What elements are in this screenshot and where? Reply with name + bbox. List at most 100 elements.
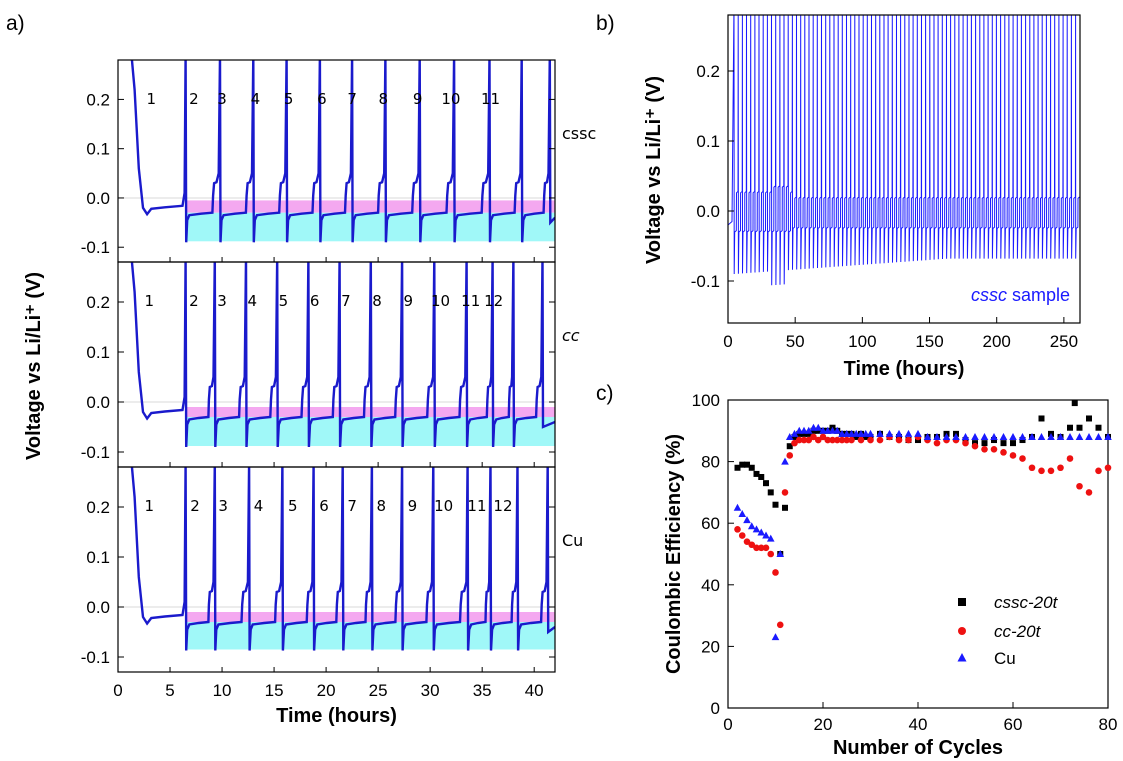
marker-cc-20t <box>962 439 969 447</box>
ytick-label-a-middle: 0.2 <box>86 293 110 312</box>
marker-cc-20t <box>814 436 822 444</box>
marker-cc-20t <box>1057 464 1064 472</box>
sample-label-a-bottom: Cu <box>562 531 583 550</box>
cycle-label-a-middle: 4 <box>247 292 257 310</box>
marker-cssc-20t <box>786 443 793 450</box>
panel-b: 0.2 0.1 0.0 -0.1 0 50 100 150 200 250 Time (hours)… <box>643 14 1081 380</box>
ytick-label-b: 0.1 <box>696 132 720 151</box>
marker-Cu <box>1018 432 1027 440</box>
marker-Cu <box>762 531 770 539</box>
marker-Cu <box>885 429 894 437</box>
marker-cssc-20t <box>782 504 788 511</box>
cycle-label-a-bottom: 4 <box>254 497 264 515</box>
marker-cc-20t <box>805 436 813 444</box>
marker-Cu <box>914 429 922 437</box>
cycle-label-a-middle: 2 <box>189 292 199 310</box>
marker-Cu <box>1047 432 1055 440</box>
marker-Cu <box>952 432 960 440</box>
overpotential-band-a-bottom <box>185 622 555 650</box>
cycle-label-a-top: 3 <box>217 90 227 108</box>
marker-Cu <box>790 429 799 437</box>
xtick-label-b: 200 <box>983 332 1011 351</box>
marker-cc-20t <box>876 436 884 444</box>
marker-Cu <box>990 432 998 440</box>
annotation-b-sample: cssc <box>971 285 1007 305</box>
marker-Cu <box>752 525 761 533</box>
xtick-label-c: 80 <box>1099 715 1118 734</box>
ytick-label-a-bottom: 0.0 <box>86 598 110 617</box>
cycle-label-a-top: 2 <box>189 90 199 108</box>
voltage-curve-b <box>728 15 1080 286</box>
marker-Cu <box>866 429 875 437</box>
marker-cssc-20t <box>758 474 765 480</box>
cycle-label-a-middle: 1 <box>144 292 154 310</box>
marker-cc-20t <box>762 544 770 552</box>
ylabel-b: Voltage vs Li/Li⁺ (V) <box>643 76 665 264</box>
xtick-label-a: 20 <box>317 681 336 700</box>
xtick-label-a: 10 <box>213 681 232 700</box>
ytick-label-a-top: 0.1 <box>86 140 110 159</box>
marker-Cu <box>1066 432 1074 440</box>
cycle-label-a-bottom: 11 <box>467 497 486 515</box>
marker-cssc-20t <box>796 430 803 437</box>
cycle-label-a-bottom: 5 <box>288 497 298 515</box>
marker-Cu <box>961 432 970 440</box>
frame-c <box>727 399 1109 709</box>
marker-cc-20t <box>895 436 903 444</box>
marker-cc-20t <box>1009 452 1017 459</box>
ytick-label-c: 100 <box>692 391 720 410</box>
xlabel-a: Time (hours) <box>276 705 397 727</box>
voltage-curve-a-middle <box>130 262 555 448</box>
marker-Cu <box>833 426 842 434</box>
ytick-label-a-bottom: 0.1 <box>86 548 110 567</box>
xtick-label-b: 0 <box>723 332 732 351</box>
ylabel-a: Voltage vs Li/Li⁺ (V) <box>23 272 45 460</box>
marker-Cu <box>785 432 794 440</box>
marker-Cu <box>999 432 1008 440</box>
ytick-label-a-bottom: -0.1 <box>81 648 110 667</box>
marker-cc-20t <box>990 445 998 453</box>
marker-Cu <box>1075 432 1084 440</box>
xtick-label-c: 60 <box>1004 715 1023 734</box>
marker-cssc-20t <box>991 437 997 444</box>
xlabel-b: Time (hours) <box>844 358 965 380</box>
marker-Cu <box>1056 432 1065 440</box>
frame-a-bottom <box>117 466 556 673</box>
marker-cc-20t <box>748 541 756 549</box>
marker-Cu <box>895 429 903 437</box>
cycle-label-a-top: 7 <box>347 90 357 108</box>
cycle-label-a-middle: 10 <box>431 292 450 310</box>
marker-cc-20t <box>981 445 988 453</box>
ylabel-c: Coulombic Efficiency (%) <box>663 434 685 674</box>
marker-cc-20t <box>810 433 817 441</box>
marker-cc-20t <box>1000 449 1007 456</box>
legend-marker-Cu <box>957 653 967 662</box>
marker-cssc-20t <box>981 440 988 447</box>
legend-marker-cssc-20t <box>958 598 966 606</box>
voltage-curve-a-top <box>130 60 555 243</box>
ytick-label-b: -0.1 <box>691 272 720 291</box>
marker-Cu <box>1037 432 1046 440</box>
marker-cc-20t <box>791 439 798 447</box>
marker-cc-20t <box>857 436 865 444</box>
sample-label-a-middle: cc <box>562 326 580 345</box>
xtick-label-a: 40 <box>525 681 544 700</box>
marker-cc-20t <box>757 544 765 552</box>
marker-cssc-20t <box>748 464 755 471</box>
marker-cc-20t <box>795 436 803 444</box>
marker-Cu <box>738 509 747 517</box>
cycle-label-a-middle: 6 <box>310 292 320 310</box>
marker-cssc-20t <box>1071 400 1078 407</box>
ytick-label-a-middle: -0.1 <box>81 443 110 462</box>
marker-cc-20t <box>1085 489 1093 496</box>
marker-cssc-20t <box>1038 415 1045 422</box>
marker-cssc-20t <box>853 433 860 440</box>
marker-cssc-20t <box>862 433 869 440</box>
marker-cc-20t <box>848 436 855 444</box>
ytick-label-b: 0.0 <box>696 202 720 221</box>
ytick-label-a-top: -0.1 <box>81 238 110 257</box>
marker-cc-20t <box>772 569 779 576</box>
marker-cssc-20t <box>801 430 807 437</box>
marker-Cu <box>1104 432 1112 440</box>
plateau-band-a-top <box>185 200 555 213</box>
